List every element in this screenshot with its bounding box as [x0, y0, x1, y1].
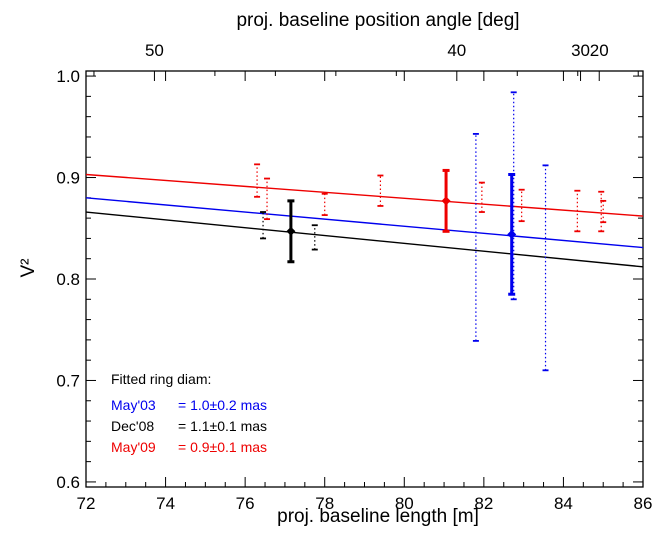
fit-line	[85, 173, 644, 217]
x-tick-label: 74	[156, 494, 175, 513]
x-tick-label: 82	[474, 494, 493, 513]
axes-box	[85, 70, 644, 488]
combined-marker	[286, 226, 296, 236]
x-axis-label: proj. baseline length [m]	[277, 506, 479, 527]
combined-points	[286, 168, 517, 296]
y-tick-label: 0.8	[56, 270, 80, 289]
x-tick-label: 72	[77, 494, 96, 513]
top-axis-ticks: 50 40 30 20	[93, 41, 639, 81]
x-axis-ticks: 72 74 76 78 80 82 84 86	[77, 71, 653, 513]
legend-value-may03: = 1.0±0.2 mas	[178, 397, 267, 413]
top-tick-label: 50	[145, 41, 164, 60]
fit-line	[85, 197, 644, 249]
legend-title: Fitted ring diam:	[111, 371, 211, 387]
y-axis-label: V²	[18, 259, 39, 278]
legend-name-may03: May'03	[111, 397, 156, 413]
top-tick-label: 30	[571, 41, 590, 60]
y-tick-label: 0.9	[56, 169, 80, 188]
combined-marker	[507, 229, 517, 239]
x-tick-label: 78	[315, 494, 334, 513]
y-tick-label: 1.0	[56, 67, 80, 86]
x-tick-label: 84	[554, 494, 573, 513]
top-tick-label: 20	[590, 41, 609, 60]
combined-marker	[441, 196, 451, 206]
y-tick-label: 0.7	[56, 371, 80, 390]
y-tick-label: 0.6	[56, 473, 80, 492]
legend-name-dec08: Dec'08	[111, 418, 154, 434]
legend-name-may09: May'09	[111, 439, 156, 455]
x-tick-label: 86	[634, 494, 653, 513]
top-axis-label: proj. baseline position angle [deg]	[236, 10, 519, 31]
legend: Fitted ring diam: May'03 = 1.0±0.2 mas D…	[111, 371, 267, 455]
y-axis-ticks: 0.6 0.7 0.8 0.9 1.0	[56, 67, 643, 492]
fit-lines	[85, 173, 644, 268]
x-tick-label: 80	[395, 494, 414, 513]
top-tick-label: 40	[447, 41, 466, 60]
legend-value-dec08: = 1.1±0.1 mas	[178, 418, 267, 434]
legend-value-may09: = 0.9±0.1 mas	[178, 439, 267, 455]
fit-line	[85, 211, 644, 268]
x-tick-label: 76	[236, 494, 255, 513]
plot-frame	[85, 70, 644, 488]
error-bars	[254, 91, 607, 372]
